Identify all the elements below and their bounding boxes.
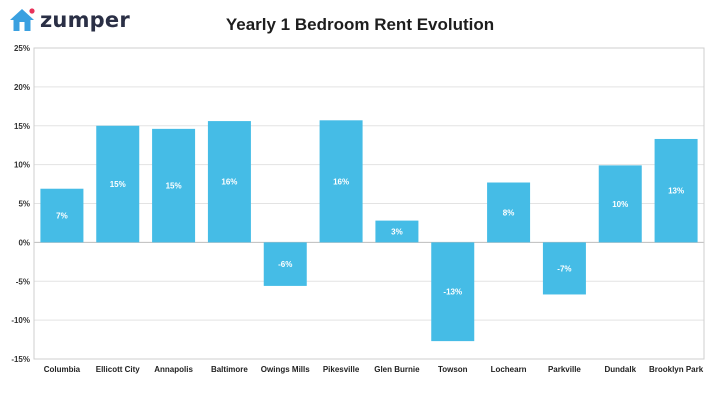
bar [598, 165, 642, 243]
y-tick-label: 15% [14, 122, 30, 131]
y-tick-label: -5% [16, 277, 30, 286]
x-tick-label: Parkville [548, 365, 581, 374]
x-tick-label: Dundalk [604, 365, 636, 374]
data-label: -6% [278, 260, 292, 269]
y-tick-label: 0% [18, 238, 30, 247]
data-label: 8% [503, 208, 515, 217]
data-label: -7% [557, 264, 571, 273]
x-tick-label: Annapolis [154, 365, 193, 374]
y-tick-label: -10% [11, 316, 30, 325]
data-label: 3% [391, 227, 403, 236]
brand-logo: zumper [8, 6, 130, 34]
y-tick-label: 5% [18, 200, 30, 209]
x-tick-label: Towson [438, 365, 468, 374]
data-label: 15% [166, 182, 182, 191]
data-label: 10% [612, 200, 628, 209]
data-label: 13% [668, 187, 684, 196]
y-tick-label: 10% [14, 161, 30, 170]
bar [40, 188, 84, 243]
bar [487, 182, 531, 243]
bar [654, 138, 698, 243]
x-tick-label: Brooklyn Park [649, 365, 704, 374]
house-icon [10, 8, 35, 31]
x-tick-label: Ellicott City [96, 365, 141, 374]
bar [542, 242, 586, 295]
x-tick-label: Owings Mills [261, 365, 310, 374]
x-tick-label: Columbia [44, 365, 81, 374]
bar [431, 242, 475, 342]
bar [96, 125, 140, 243]
data-label: 16% [221, 178, 237, 187]
bar [207, 121, 251, 243]
y-tick-label: 25% [14, 44, 30, 53]
x-tick-label: Baltimore [211, 365, 248, 374]
x-tick-label: Lochearn [491, 365, 527, 374]
bar [375, 220, 419, 243]
plot-frame [33, 47, 705, 360]
data-label: 15% [110, 180, 126, 189]
bar [263, 242, 307, 286]
y-tick-label: 20% [14, 83, 30, 92]
brand-name: zumper [40, 8, 130, 32]
bar [319, 120, 363, 243]
y-tick-label: -15% [11, 355, 30, 364]
bar [152, 128, 196, 243]
data-label: 16% [333, 177, 349, 186]
chart-title: Yearly 1 Bedroom Rent Evolution [225, 15, 495, 34]
x-tick-label: Glen Burnie [374, 365, 420, 374]
data-label: 7% [56, 212, 68, 221]
data-label: -13% [443, 288, 462, 297]
x-tick-label: Pikesville [323, 365, 360, 374]
